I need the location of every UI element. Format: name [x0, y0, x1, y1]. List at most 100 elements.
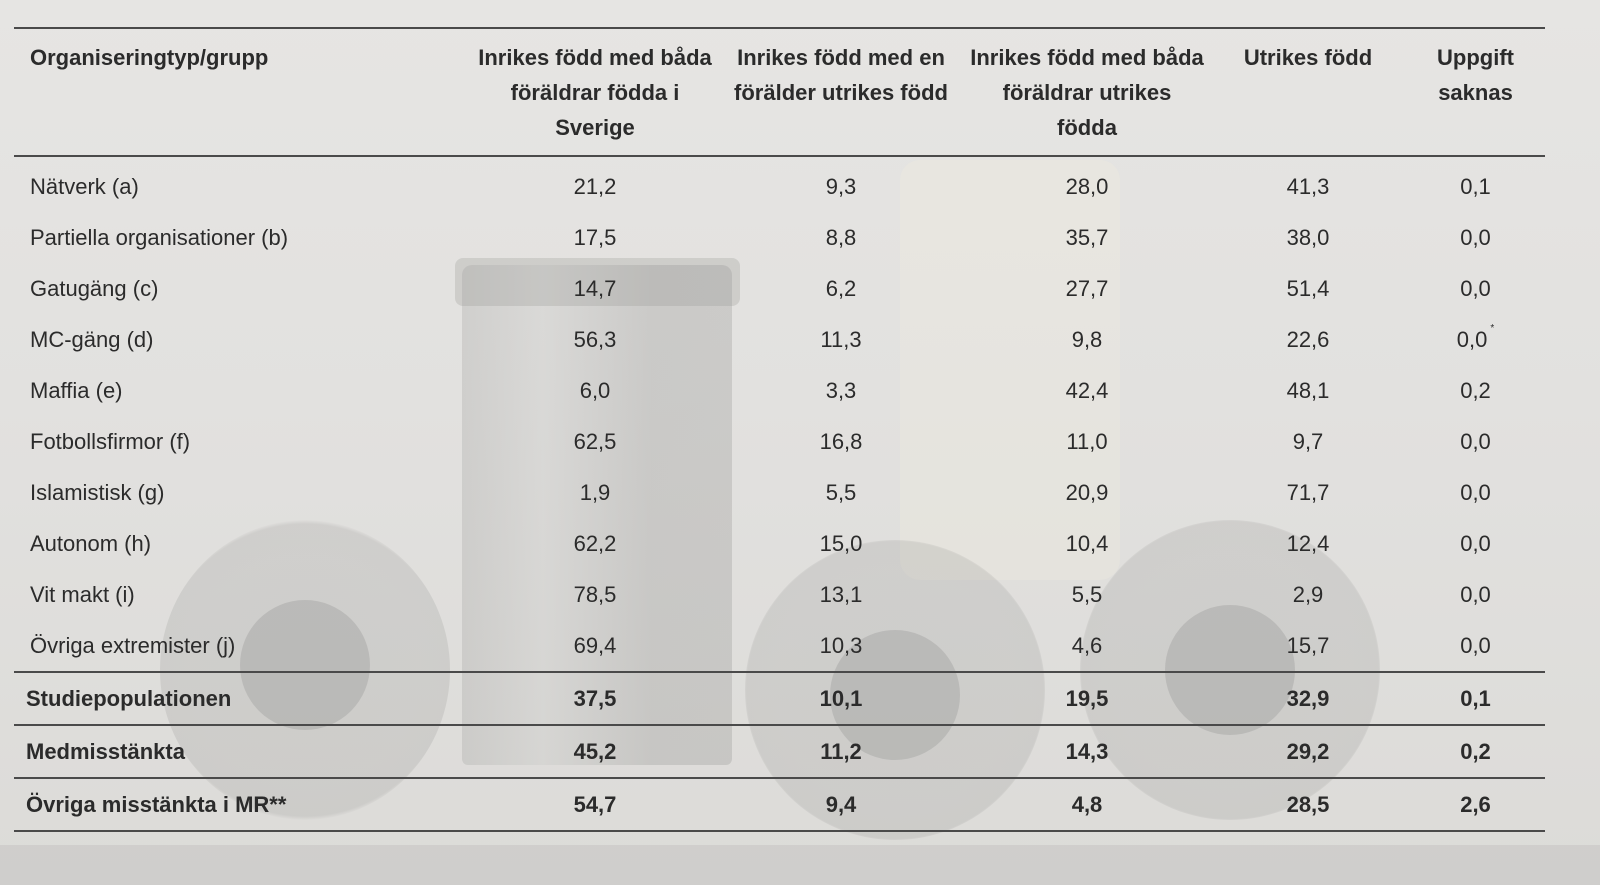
cell-value: 37,5	[472, 672, 718, 725]
cell-value: 5,5	[964, 569, 1210, 620]
cell-text: 6,0	[579, 377, 611, 403]
cell-text: 13,1	[819, 581, 863, 607]
cell-value: 6,0	[472, 365, 718, 416]
cell-text: 29,2	[1286, 738, 1330, 764]
cell-value: 54,7	[472, 778, 718, 831]
cell-value: 2,9	[1210, 569, 1406, 620]
cell-text: 0,2	[1460, 738, 1491, 764]
cell-value: 0,0	[1406, 263, 1545, 314]
cell-text: 11,2	[820, 738, 862, 764]
cell-value: 14,7	[472, 263, 718, 314]
cell-value: 9,7	[1210, 416, 1406, 467]
cell-value: 9,3	[718, 156, 964, 212]
cell-value: 0,2	[1406, 365, 1545, 416]
summary-row: Studiepopulationen 37,5 10,1 19,5 32,9 0,1	[14, 672, 1545, 725]
cell-value: 5,5	[718, 467, 964, 518]
cell-value: 3,3	[718, 365, 964, 416]
row-label: Nätverk (a)	[30, 173, 139, 199]
cell-value: 71,7	[1210, 467, 1406, 518]
header-native-both-parents-swedish: Inrikes född med båda föräldrar födda i …	[478, 45, 712, 140]
cell-value: 0,2	[1406, 725, 1545, 778]
table-row: Vit makt (i) 78,5 13,1 5,5 2,9 0,0	[14, 569, 1545, 620]
cell-text: 0,0	[1460, 428, 1491, 454]
cell-text: 48,1	[1286, 377, 1330, 403]
cell-value: 0,0	[1406, 212, 1545, 263]
cell-text: 0,0	[1460, 275, 1491, 301]
header-missing: Uppgift saknas	[1437, 45, 1514, 105]
header-row: Organiseringtyp/grupp Inrikes född med b…	[14, 28, 1545, 156]
cell-text: 14,7	[573, 275, 617, 301]
row-label: Övriga extremister (j)	[30, 632, 236, 658]
cartridge-base-image	[1080, 520, 1380, 820]
cell-value: 13,1	[718, 569, 964, 620]
cell-value: 0,0	[1406, 518, 1545, 569]
cartridge-rim-image	[455, 258, 740, 306]
cell-value: 21,2	[472, 156, 718, 212]
data-table: Organiseringtyp/grupp Inrikes född med b…	[14, 27, 1545, 832]
cell-text: 3,3	[825, 377, 857, 403]
cell-value: 0,0 *	[1406, 314, 1545, 365]
summary-rows: Studiepopulationen 37,5 10,1 19,5 32,9 0,1 Med…	[14, 672, 1545, 831]
cell-value: 10,3	[718, 620, 964, 672]
cell-text: 54,7	[573, 791, 617, 817]
cell-value: 62,5	[472, 416, 718, 467]
cell-text: 0,0	[1460, 479, 1491, 505]
cell-value: 28,0	[964, 156, 1210, 212]
cell-text: 45,2	[573, 738, 617, 764]
cell-value: 2,6	[1406, 778, 1545, 831]
cell-value: 28,5	[1210, 778, 1406, 831]
header-native-one-parent-foreign: Inrikes född med en förälder utrikes föd…	[734, 45, 948, 105]
primer-image	[830, 630, 960, 760]
cell-value: 8,8	[718, 212, 964, 263]
table-row: Nätverk (a) 21,2 9,3 28,0 41,3 0,1	[14, 156, 1545, 212]
cell-value: 14,3	[964, 725, 1210, 778]
cell-text: 28,5	[1286, 791, 1330, 817]
cell-value: 15,7	[1210, 620, 1406, 672]
cell-text: 10,1	[819, 685, 863, 711]
cell-value: 48,1	[1210, 365, 1406, 416]
cell-text: 35,7	[1065, 224, 1109, 250]
cell-text: 5,5	[825, 479, 857, 505]
cell-text: 41,3	[1286, 173, 1330, 199]
group-rows: Nätverk (a) 21,2 9,3 28,0 41,3 0,1 Partiella o…	[14, 156, 1545, 672]
cell-text: 0,0	[1460, 224, 1491, 250]
cell-value: 17,5	[472, 212, 718, 263]
cell-value: 41,3	[1210, 156, 1406, 212]
cell-value: 11,3	[718, 314, 964, 365]
header-foreign-born: Utrikes född	[1243, 45, 1373, 70]
cell-text: 0,0	[1460, 581, 1491, 607]
row-label: Övriga misstänkta i MR**	[26, 791, 287, 817]
cell-value: 19,5	[964, 672, 1210, 725]
cell-value: 0,0	[1406, 416, 1545, 467]
cell-text: 9,8	[1071, 326, 1103, 352]
cell-value: 11,0	[964, 416, 1210, 467]
table-row: Partiella organisationer (b) 17,5 8,8 35,7 3…	[14, 212, 1545, 263]
cell-value: 9,8	[964, 314, 1210, 365]
cell-value: 0,0	[1406, 569, 1545, 620]
cell-value: 42,4	[964, 365, 1210, 416]
cell-text: 32,9	[1286, 685, 1330, 711]
cell-text: 2,6	[1460, 791, 1491, 817]
cell-text: 28,0	[1065, 173, 1109, 199]
cell-value: 0,0	[1406, 467, 1545, 518]
cell-text: 38,0	[1286, 224, 1330, 250]
cell-text: 37,5	[573, 685, 617, 711]
cell-text: 69,4	[573, 632, 617, 658]
cell-value: 45,2	[472, 725, 718, 778]
footnote-mark: *	[1490, 322, 1495, 334]
cell-text: 0,0	[1456, 326, 1488, 352]
cell-text: 0,1	[1460, 173, 1491, 199]
table-row: Övriga extremister (j) 69,4 10,3 4,6 15,7 0,0	[14, 620, 1545, 672]
cell-value: 11,2	[718, 725, 964, 778]
cell-value: 27,7	[964, 263, 1210, 314]
row-label: Medmisstänkta	[26, 738, 185, 764]
cell-value: 69,4	[472, 620, 718, 672]
background-glow	[900, 160, 1120, 580]
standing-cartridge-image	[462, 265, 732, 765]
cell-text: 20,9	[1065, 479, 1109, 505]
cell-text: 9,7	[1292, 428, 1324, 454]
cell-text: 51,4	[1286, 275, 1330, 301]
cell-text: 19,5	[1065, 685, 1109, 711]
row-label: MC-gäng (d)	[30, 326, 154, 352]
